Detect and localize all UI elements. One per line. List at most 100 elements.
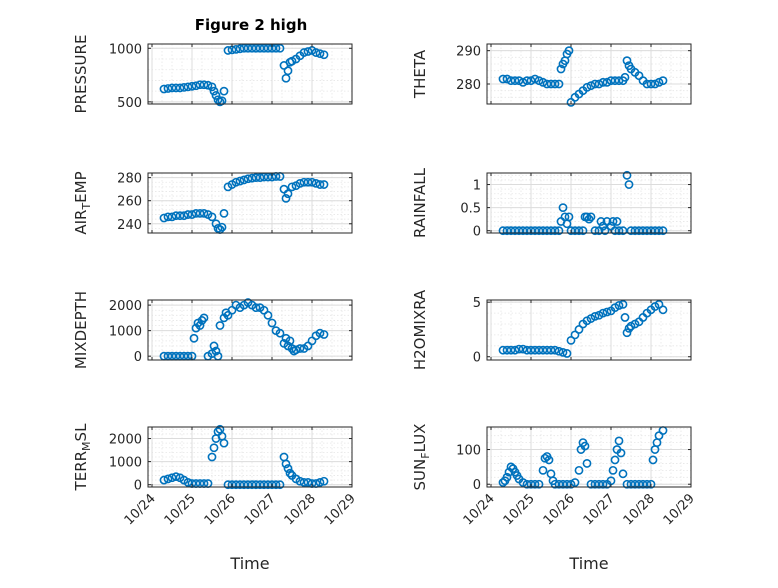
data-point <box>211 91 221 100</box>
x-tick-label: 10/29 <box>322 491 359 528</box>
data-point <box>199 80 209 90</box>
y-tick-label: 0 <box>134 479 142 494</box>
data-point <box>570 478 580 487</box>
y-tick-label: 260 <box>117 195 142 210</box>
data-point <box>275 328 285 338</box>
data-point <box>540 453 550 463</box>
data-point <box>574 465 584 475</box>
data-point <box>219 438 229 448</box>
data-point <box>281 459 291 469</box>
x-tick-label: 10/26 <box>202 491 239 528</box>
data-point <box>550 345 560 355</box>
axes-frame <box>147 43 353 105</box>
data-point <box>279 184 289 194</box>
data-point <box>518 344 528 354</box>
data-point <box>275 480 285 490</box>
data-point <box>614 301 624 310</box>
data-point <box>285 468 295 478</box>
data-point <box>658 226 668 236</box>
data-point <box>303 47 313 56</box>
y-tick-label: 0.5 <box>460 202 481 217</box>
data-point <box>646 79 656 89</box>
data-point <box>167 473 177 483</box>
data-point <box>199 208 209 218</box>
data-point <box>564 46 574 56</box>
data-point <box>211 346 221 356</box>
data-point <box>620 72 630 82</box>
data-point <box>171 472 181 482</box>
data-point <box>219 86 229 96</box>
data-point <box>319 330 329 339</box>
figure-title: Figure 2 high <box>195 16 308 34</box>
y-axis-label: PRESSURE <box>72 35 90 114</box>
data-point <box>586 212 596 222</box>
axes-frame <box>147 299 353 361</box>
y-tick-label: 0 <box>134 350 142 365</box>
data-point <box>175 83 185 93</box>
y-tick-label: 100 <box>456 444 481 459</box>
data-point <box>502 472 512 482</box>
y-tick-label: 240 <box>117 218 142 233</box>
data-point <box>191 208 201 218</box>
data-point <box>550 79 560 89</box>
data-point <box>299 477 309 487</box>
data-point <box>159 475 169 485</box>
y-tick-label: 0 <box>473 225 481 240</box>
data-point <box>558 347 568 357</box>
data-point <box>171 83 181 93</box>
data-point <box>598 308 608 318</box>
data-point <box>195 321 205 330</box>
data-point <box>315 477 325 487</box>
data-point <box>207 452 217 462</box>
data-point <box>179 211 189 221</box>
data-point <box>187 81 197 91</box>
x-tick-label: 10/25 <box>162 491 199 528</box>
data-point <box>510 345 520 355</box>
data-point <box>255 173 265 183</box>
data-point <box>562 349 572 358</box>
data-point <box>163 212 173 222</box>
data-point <box>235 480 245 490</box>
data-point <box>215 321 225 330</box>
subplot-theta: 280 290 THETA <box>411 43 692 107</box>
data-point <box>179 82 189 92</box>
x-tick-label: 10/28 <box>621 491 658 528</box>
data-point <box>602 307 612 317</box>
y-tick-label: 280 <box>456 78 481 93</box>
data-point <box>231 177 241 187</box>
data-point <box>574 325 584 334</box>
subplot-air-temp: 240 260 280 AIRTEMP <box>72 171 353 235</box>
data-point <box>498 74 508 84</box>
subplot-sun-flux: 0 100 SUNFLUX 10/24 10/25 10/26 10/27 10/28 10/2… <box>411 424 698 573</box>
data-point <box>570 330 580 340</box>
data-point <box>506 226 516 236</box>
data-point <box>295 476 305 486</box>
data-point <box>207 82 217 92</box>
y-tick-label: 2000 <box>109 433 142 448</box>
y-tick-label: 500 <box>117 96 142 111</box>
data-point <box>554 79 564 89</box>
data-point <box>590 79 600 89</box>
data-point <box>239 480 249 490</box>
data-point <box>658 76 668 86</box>
data-point <box>614 436 624 446</box>
data-point <box>183 82 193 92</box>
data-point <box>530 74 540 84</box>
data-point <box>315 328 325 338</box>
data-point <box>315 180 325 189</box>
data-point <box>534 479 544 489</box>
y-tick-label: 1 <box>473 179 481 194</box>
data-point <box>518 478 528 487</box>
data-point <box>283 464 293 473</box>
data-point <box>586 81 596 91</box>
y-axis-label: TERRMSL <box>72 423 93 492</box>
data-point <box>558 203 568 213</box>
data-point <box>538 465 548 475</box>
data-point <box>618 299 628 309</box>
data-point <box>578 226 588 236</box>
y-tick-label: 290 <box>456 45 481 60</box>
data-point <box>209 443 219 453</box>
data-point <box>235 176 245 186</box>
data-point <box>283 66 293 76</box>
